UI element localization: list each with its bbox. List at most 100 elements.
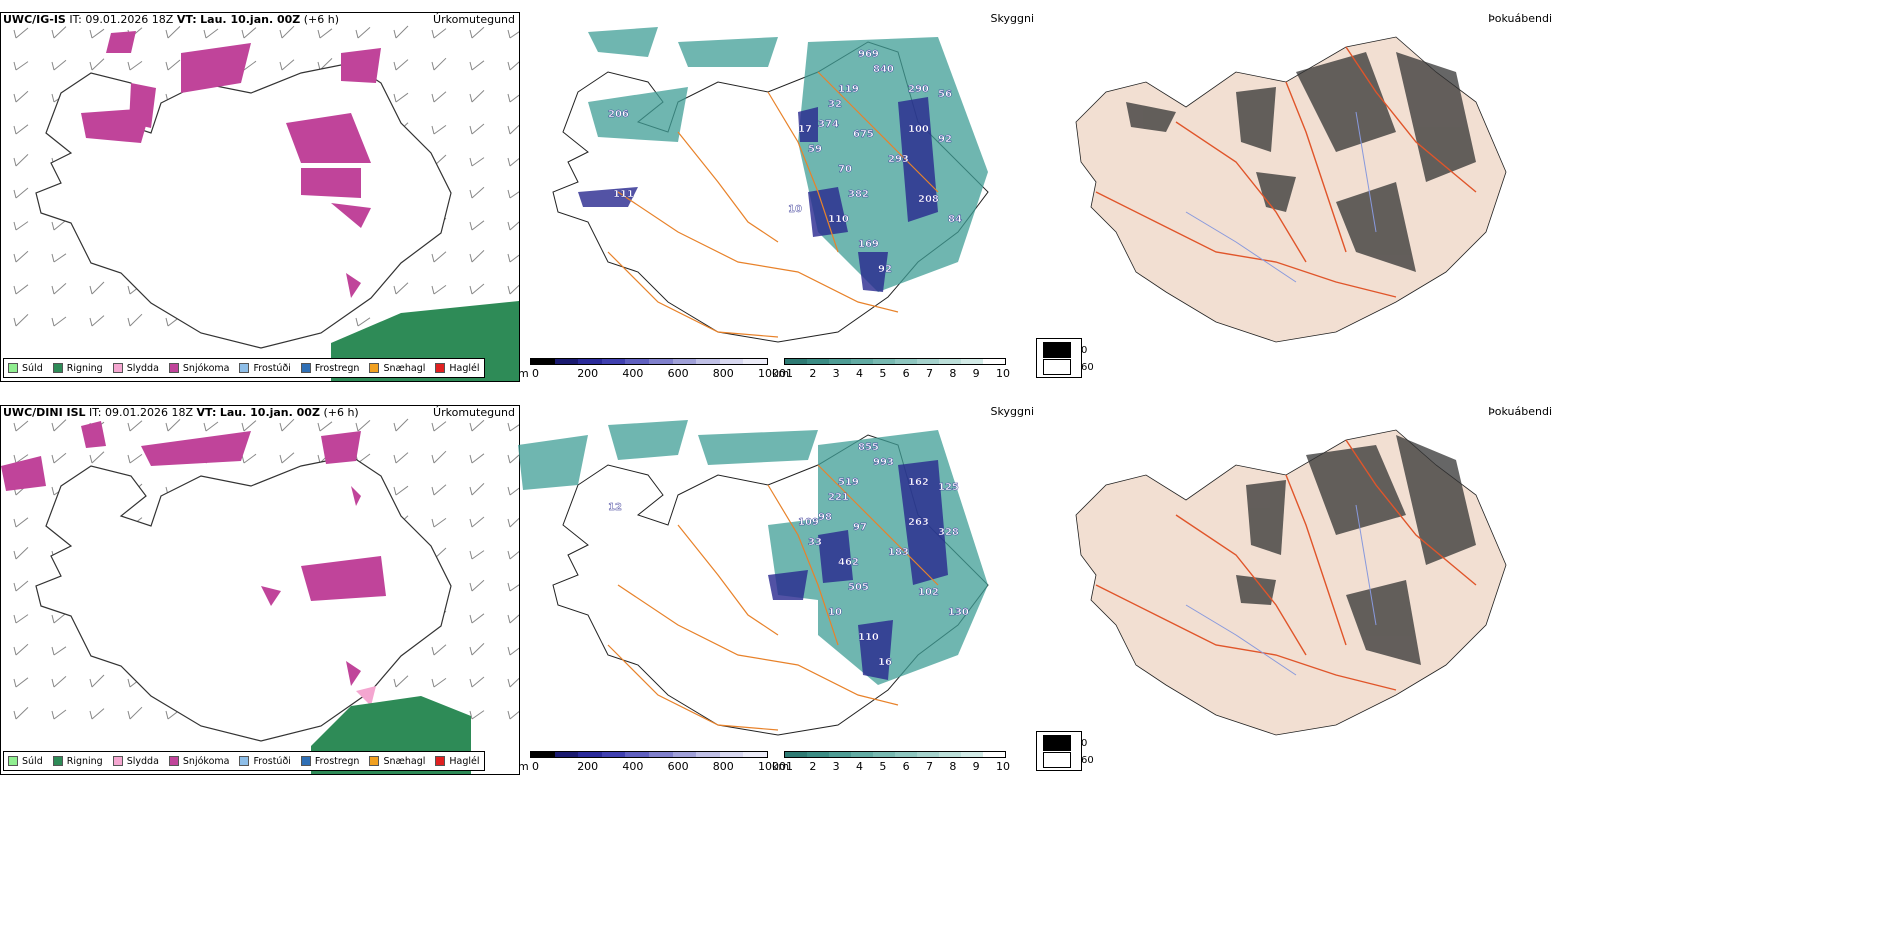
legend-swatch bbox=[369, 756, 380, 766]
wind-barb bbox=[469, 579, 485, 592]
precip-legend: Súld Rigning Slydda Snjókoma Frostúði Frostre… bbox=[3, 751, 485, 771]
ceiling-label: 462 bbox=[838, 557, 859, 568]
wind-barb bbox=[165, 59, 181, 71]
precip-title: Úrkomutegund bbox=[433, 13, 515, 26]
wind-barb bbox=[469, 90, 485, 103]
wind-barb bbox=[13, 124, 29, 135]
wind-barb bbox=[469, 60, 485, 71]
legend-item: Frostregn bbox=[300, 756, 359, 767]
fog-areas bbox=[1236, 435, 1476, 665]
wind-barb bbox=[431, 91, 447, 103]
ceiling-colorbar: m 0 200 400 600 800 1000 bbox=[518, 358, 786, 380]
wind-barb bbox=[127, 420, 143, 432]
precip-map bbox=[1, 418, 519, 774]
cloud-ceiling-areas bbox=[768, 460, 948, 680]
wind-barb bbox=[241, 27, 257, 39]
vt-value: Lau. 10.jan. 00Z bbox=[219, 406, 320, 419]
colorbar-tick: 6 bbox=[902, 760, 910, 773]
wind-barb bbox=[507, 550, 519, 560]
fog-legend-label: 0 bbox=[1081, 737, 1088, 749]
wind-barb bbox=[51, 253, 67, 263]
legend-label: Frostúði bbox=[253, 755, 291, 767]
legend-label: Rigning bbox=[66, 362, 103, 374]
ceiling-label: 840 bbox=[873, 64, 894, 75]
wind-barb bbox=[507, 486, 519, 496]
fog-map bbox=[1075, 429, 1507, 736]
it-label: IT: bbox=[89, 406, 102, 419]
colorbar-tick: 800 bbox=[712, 367, 734, 380]
ceiling-label: 328 bbox=[938, 527, 959, 538]
fog-legend-label: 0 bbox=[1081, 344, 1088, 356]
wind-barb bbox=[165, 419, 181, 432]
colorbar-tick: 10 bbox=[996, 760, 1010, 773]
colorbar-tick: 3 bbox=[832, 367, 840, 380]
fog-legend: 0 60 bbox=[1036, 731, 1094, 771]
colorbar-gradient bbox=[784, 358, 1006, 365]
wind-barb bbox=[51, 676, 67, 688]
wind-barb bbox=[393, 59, 409, 71]
colorbar-tick: 2 bbox=[809, 760, 817, 773]
rivers bbox=[1185, 111, 1377, 283]
ceiling-label: 92 bbox=[878, 264, 892, 275]
ceiling-label: 10 bbox=[788, 204, 802, 215]
iceland-outline bbox=[35, 455, 452, 742]
colorbar-tick: 7 bbox=[926, 760, 933, 773]
wind-barb bbox=[279, 59, 295, 71]
legend-swatch bbox=[52, 363, 63, 373]
fog-legend-row: 0 bbox=[1043, 342, 1087, 358]
colorbar-tick: 5 bbox=[879, 760, 887, 773]
wind-barb bbox=[431, 251, 447, 263]
legend-item: Slydda bbox=[112, 363, 159, 374]
wind-barb bbox=[507, 582, 519, 592]
colorbar-tick: 1000 bbox=[758, 367, 786, 380]
rivers bbox=[1185, 504, 1377, 676]
ceiling-label: 125 bbox=[938, 482, 959, 493]
wind-barb bbox=[507, 454, 519, 464]
wind-barb bbox=[51, 219, 67, 231]
ceiling-label: 519 bbox=[838, 477, 859, 488]
wind-barb bbox=[393, 25, 409, 39]
ceiling-vis-panel-row2: 855 993 519 162 125 221 98 97 263 328 33 462 183 505 1… bbox=[518, 405, 1038, 773]
legend-swatch bbox=[168, 363, 179, 373]
legend-item: Rigning bbox=[52, 756, 103, 767]
wind-barb bbox=[89, 58, 105, 71]
wind-barb bbox=[507, 517, 519, 528]
wind-barb bbox=[51, 419, 67, 432]
wind-barb bbox=[13, 314, 29, 327]
wind-barb bbox=[507, 253, 519, 263]
wind-barb bbox=[469, 26, 485, 39]
ceiling-label: 12 bbox=[608, 502, 622, 513]
wind-barb bbox=[469, 483, 485, 496]
colorbar-tick: 1 bbox=[786, 760, 793, 773]
panel-header: UWC/DINI ISL IT: 09.01.2026 18Z VT: Lau.… bbox=[3, 406, 359, 419]
it-value: 09.01.2026 18Z bbox=[105, 406, 194, 419]
legend-swatch bbox=[300, 756, 311, 766]
legend-label: Haglél bbox=[449, 362, 480, 374]
route-lines bbox=[607, 71, 939, 338]
wind-barb bbox=[469, 453, 485, 464]
colorbar-unit: m bbox=[518, 367, 529, 380]
ceiling-label: 206 bbox=[608, 109, 629, 120]
wind-barb bbox=[13, 677, 29, 688]
sleet-areas bbox=[356, 686, 376, 706]
legend-swatch bbox=[112, 363, 123, 373]
cloud-ceiling-map: 969 840 119 290 56 32 374 675 100 92 59 70 293 382 208… bbox=[552, 27, 989, 343]
precip-legend: Súld Rigning Slydda Snjókoma Frostúði Frostre… bbox=[3, 358, 485, 378]
colorbar-tick: 2 bbox=[809, 367, 817, 380]
ceiling-label: 84 bbox=[948, 214, 962, 225]
wind-barb bbox=[507, 157, 519, 167]
colorbar-tick: 8 bbox=[949, 367, 957, 380]
ceiling-label: 374 bbox=[818, 119, 839, 130]
ceiling-label: 130 bbox=[948, 607, 969, 618]
wind-barb bbox=[393, 452, 409, 464]
legend-label: Snjókoma bbox=[182, 362, 230, 374]
ceiling-label: 70 bbox=[838, 164, 852, 175]
wind-barb bbox=[431, 517, 447, 528]
wind-barb bbox=[393, 418, 409, 432]
colorbar-gradient bbox=[530, 358, 768, 365]
route-lines bbox=[607, 464, 939, 731]
wind-barb bbox=[469, 283, 485, 295]
wind-barb bbox=[469, 710, 485, 720]
wind-barb bbox=[507, 93, 519, 103]
wind-barb bbox=[279, 452, 295, 464]
